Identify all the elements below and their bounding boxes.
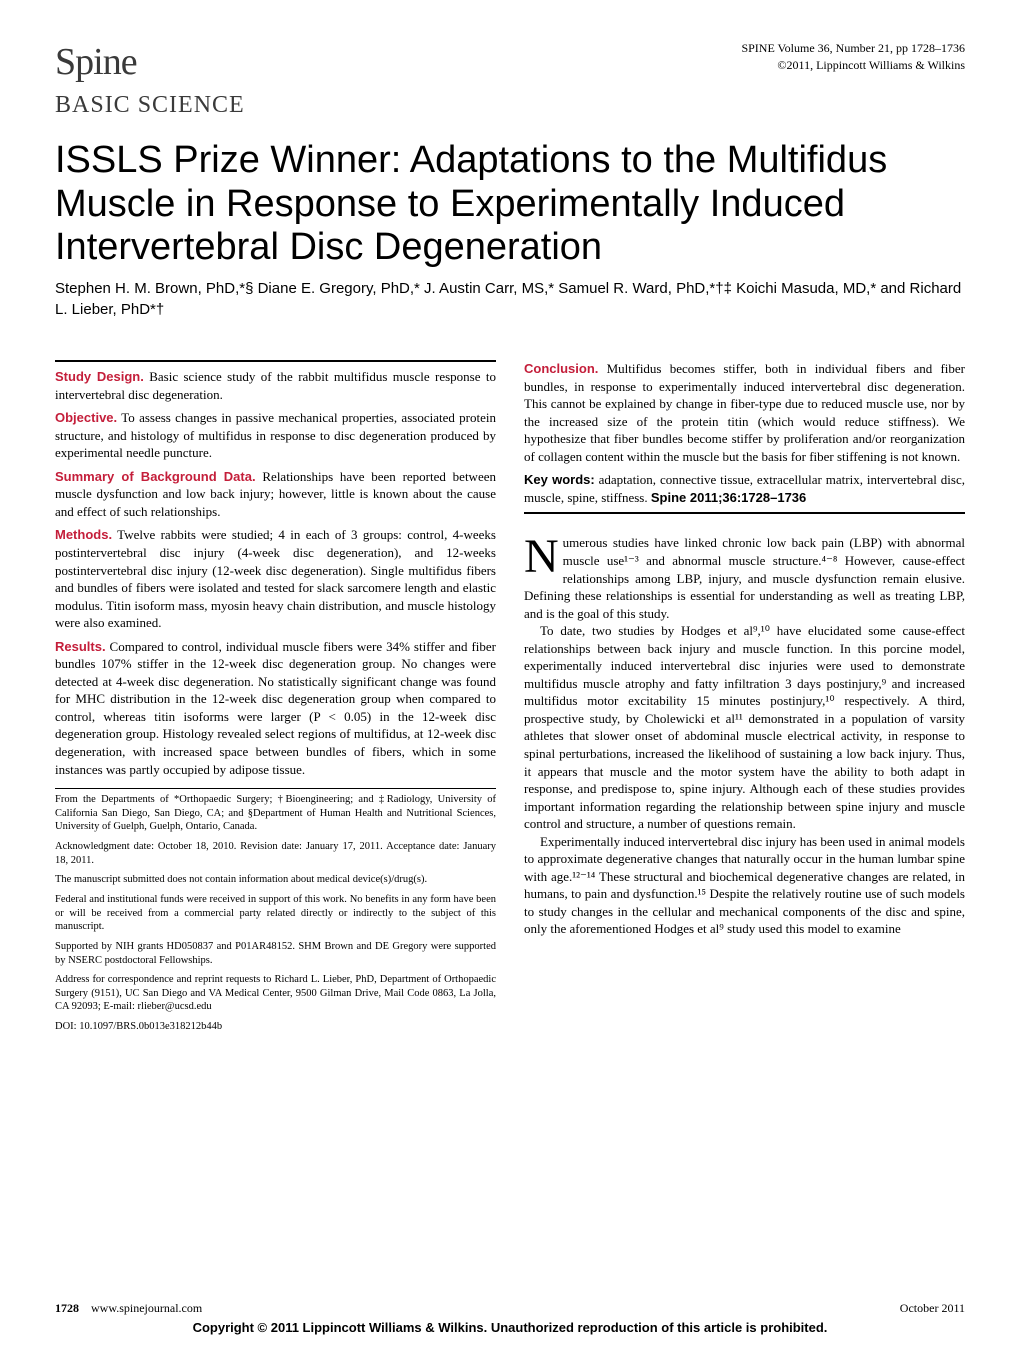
- affiliation-support: Supported by NIH grants HD050837 and P01…: [55, 940, 496, 967]
- affiliations-rule: [55, 788, 496, 789]
- methods-label: Methods.: [55, 527, 112, 542]
- footer-copyright: Copyright © 2011 Lippincott Williams & W…: [55, 1320, 965, 1335]
- abstract-objective: Objective. To assess changes in passive …: [55, 409, 496, 462]
- affiliation-funding: Federal and institutional funds were rec…: [55, 893, 496, 934]
- affiliation-from: From the Departments of *Orthopaedic Sur…: [55, 793, 496, 834]
- abstract-results: Results. Compared to control, individual…: [55, 638, 496, 778]
- header-left: Spine: [55, 40, 137, 84]
- page-header: Spine SPINE Volume 36, Number 21, pp 172…: [55, 40, 965, 84]
- affiliation-disclosure: The manuscript submitted does not contai…: [55, 873, 496, 887]
- conclusion-text: Multifidus becomes stiffer, both in indi…: [524, 361, 965, 464]
- conclusion-label: Conclusion.: [524, 361, 598, 376]
- doi: DOI: 10.1097/BRS.0b013e318212b44b: [55, 1020, 496, 1034]
- abstract-top-rule: [55, 360, 496, 362]
- affiliation-dates: Acknowledgment date: October 18, 2010. R…: [55, 840, 496, 867]
- section-label: BASIC SCIENCE: [55, 92, 965, 119]
- right-column: Conclusion. Multifidus becomes stiffer, …: [524, 360, 965, 1040]
- journal-page: Spine SPINE Volume 36, Number 21, pp 172…: [0, 0, 1020, 1365]
- abstract-bottom-rule: [524, 512, 965, 514]
- body-paragraph-2: To date, two studies by Hodges et al⁹,¹⁰…: [524, 622, 965, 833]
- study-design-label: Study Design.: [55, 369, 144, 384]
- publisher-copyright: ©2011, Lippincott Williams & Wilkins: [741, 57, 965, 74]
- results-text: Compared to control, individual muscle f…: [55, 639, 496, 777]
- journal-logo: Spine: [55, 40, 137, 84]
- abstract-methods: Methods. Twelve rabbits were studied; 4 …: [55, 526, 496, 631]
- objective-text: To assess changes in passive mechanical …: [55, 410, 496, 460]
- footer-top-row: 1728 www.spinejournal.com October 2011: [55, 1301, 965, 1316]
- volume-info: SPINE Volume 36, Number 21, pp 1728–1736: [741, 40, 965, 57]
- spacer: [524, 520, 965, 534]
- left-column: Study Design. Basic science study of the…: [55, 360, 496, 1040]
- footer-date: October 2011: [900, 1301, 965, 1316]
- abstract-keywords: Key words: adaptation, connective tissue…: [524, 471, 965, 506]
- keywords-label: Key words:: [524, 472, 595, 487]
- page-number: 1728: [55, 1301, 79, 1315]
- header-right: SPINE Volume 36, Number 21, pp 1728–1736…: [741, 40, 965, 74]
- abstract-study-design: Study Design. Basic science study of the…: [55, 368, 496, 403]
- results-label: Results.: [55, 639, 106, 654]
- author-list: Stephen H. M. Brown, PhD,*§ Diane E. Gre…: [55, 278, 965, 320]
- affiliation-correspondence: Address for correspondence and reprint r…: [55, 973, 496, 1014]
- body-paragraph-3: Experimentally induced intervertebral di…: [524, 833, 965, 938]
- affiliations-block: From the Departments of *Orthopaedic Sur…: [55, 788, 496, 1034]
- background-label: Summary of Background Data.: [55, 469, 256, 484]
- abstract-background: Summary of Background Data. Relationship…: [55, 468, 496, 521]
- body-para1-text: umerous studies have linked chronic low …: [524, 535, 965, 620]
- methods-text: Twelve rabbits were studied; 4 in each o…: [55, 527, 496, 630]
- body-paragraph-1: Numerous studies have linked chronic low…: [524, 534, 965, 622]
- abstract-conclusion: Conclusion. Multifidus becomes stiffer, …: [524, 360, 965, 465]
- two-column-layout: Study Design. Basic science study of the…: [55, 360, 965, 1040]
- page-footer: 1728 www.spinejournal.com October 2011 C…: [55, 1301, 965, 1335]
- citation-reference: Spine 2011;36:1728–1736: [651, 490, 806, 505]
- footer-left: 1728 www.spinejournal.com: [55, 1301, 202, 1316]
- dropcap: N: [524, 534, 563, 576]
- objective-label: Objective.: [55, 410, 117, 425]
- journal-url: www.spinejournal.com: [91, 1301, 202, 1315]
- article-title: ISSLS Prize Winner: Adaptations to the M…: [55, 139, 965, 270]
